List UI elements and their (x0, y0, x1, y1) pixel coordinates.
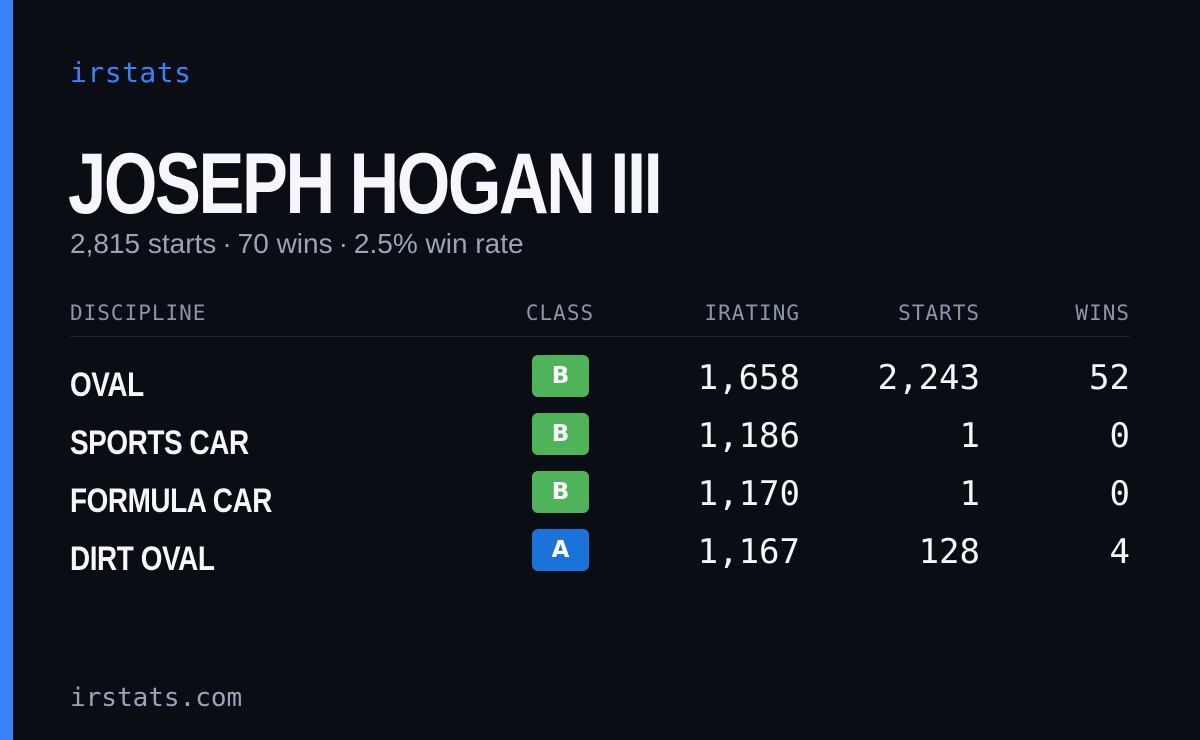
summary-separator: · (338, 228, 348, 259)
irating-value: 1,170 (697, 474, 800, 514)
table-body: OVAL B 1,658 2,243 52 SPORTS CAR B 1,186… (70, 337, 1130, 587)
license-class-badge: B (532, 355, 589, 397)
discipline-name: FORMULA CAR (70, 482, 272, 520)
header-discipline: DISCIPLINE (70, 301, 207, 325)
table-row: DIRT OVAL A 1,167 128 4 (70, 529, 1130, 587)
summary-win-rate: 2.5% win rate (353, 228, 524, 259)
discipline-name: OVAL (70, 366, 144, 404)
table-row: SPORTS CAR B 1,186 1 0 (70, 413, 1130, 471)
table-header: DISCIPLINE CLASS IRATING STARTS WINS (70, 296, 1130, 337)
header-starts: STARTS (898, 301, 980, 325)
starts-value: 2,243 (877, 358, 980, 398)
wins-value: 0 (1109, 416, 1130, 456)
license-class-badge: A (532, 529, 589, 571)
license-class-badge: B (532, 471, 589, 513)
starts-value: 1 (959, 416, 980, 456)
driver-summary: 2,815 starts · 70 wins · 2.5% win rate (70, 227, 524, 261)
brand-logo-text[interactable]: irstats (70, 56, 192, 89)
starts-value: 1 (959, 474, 980, 514)
license-class-badge: B (532, 413, 589, 455)
discipline-name: DIRT OVAL (70, 540, 215, 578)
header-irating: IRATING (704, 301, 800, 325)
header-class: CLASS (525, 301, 595, 325)
summary-starts: 2,815 starts (70, 228, 217, 259)
discipline-stats-table: DISCIPLINE CLASS IRATING STARTS WINS OVA… (70, 296, 1130, 587)
wins-value: 0 (1109, 474, 1130, 514)
driver-name: JOSEPH HOGAN III (68, 136, 663, 232)
wins-value: 52 (1089, 358, 1130, 398)
discipline-name: SPORTS CAR (70, 424, 249, 462)
wins-value: 4 (1109, 532, 1130, 572)
accent-bar (0, 0, 13, 740)
table-row: OVAL B 1,658 2,243 52 (70, 355, 1130, 413)
irating-value: 1,658 (697, 358, 800, 398)
irating-value: 1,167 (697, 532, 800, 572)
header-wins: WINS (1075, 301, 1130, 325)
irating-value: 1,186 (697, 416, 800, 456)
starts-value: 128 (918, 532, 980, 572)
summary-separator: · (222, 228, 232, 259)
summary-wins: 70 wins (237, 228, 333, 259)
table-row: FORMULA CAR B 1,170 1 0 (70, 471, 1130, 529)
footer-url-link[interactable]: irstats.com (70, 683, 243, 713)
